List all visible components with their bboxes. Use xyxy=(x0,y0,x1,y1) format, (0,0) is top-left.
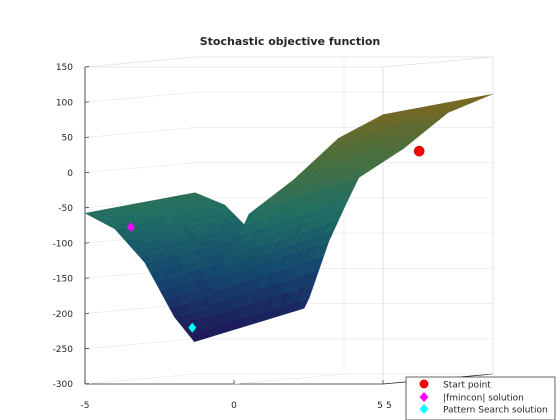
z-tick-label: -250 xyxy=(53,345,74,355)
legend-fmincon-label: |fmincon| solution xyxy=(443,394,524,404)
z-grid-line-depth xyxy=(84,338,196,350)
legend-start-point-icon xyxy=(419,379,429,389)
z-tick-label: -150 xyxy=(53,275,74,285)
pattern-search-solution-marker xyxy=(188,322,197,333)
surface-plot xyxy=(84,93,494,342)
z-tick-label: 50 xyxy=(62,134,74,144)
start-point-marker xyxy=(413,145,425,157)
legend: Start point |fmincon| solution Pattern S… xyxy=(405,376,556,420)
z-tick-label: 0 xyxy=(67,169,73,179)
x-tick-label: 5 xyxy=(377,401,383,411)
z-grid-line-depth xyxy=(84,56,196,68)
box-top-right-edge xyxy=(382,56,494,68)
x-tick-label: 0 xyxy=(231,401,237,411)
y-tick-label: 5 xyxy=(386,401,392,411)
legend-box xyxy=(405,376,556,420)
x-grid-line-floor xyxy=(233,373,345,385)
legend-start-point-label: Start point xyxy=(443,381,491,391)
chart-title: Stochastic objective function xyxy=(200,35,381,48)
legend-fmincon-diamond-icon xyxy=(419,392,429,402)
x-tick-label: -5 xyxy=(81,401,90,411)
z-tick-label: -50 xyxy=(58,204,73,214)
z-grid-line-depth xyxy=(84,373,196,385)
fmincon-solution-marker xyxy=(126,222,135,233)
z-tick-label: 150 xyxy=(56,63,73,73)
z-tick-label: 100 xyxy=(56,98,73,108)
solution-markers xyxy=(126,145,425,333)
z-grid-line-depth xyxy=(84,91,196,103)
z-grid-line-depth xyxy=(84,127,196,138)
legend-pattern-search-diamond-icon xyxy=(419,404,429,414)
surface-patch xyxy=(377,112,391,118)
z-grid-line-depth xyxy=(84,162,196,173)
z-tick-label: -300 xyxy=(53,380,74,390)
z-tick-label: -200 xyxy=(53,310,74,320)
z-tick-label: -100 xyxy=(53,239,74,249)
legend-pattern-search-label: Pattern Search solution xyxy=(443,406,548,416)
